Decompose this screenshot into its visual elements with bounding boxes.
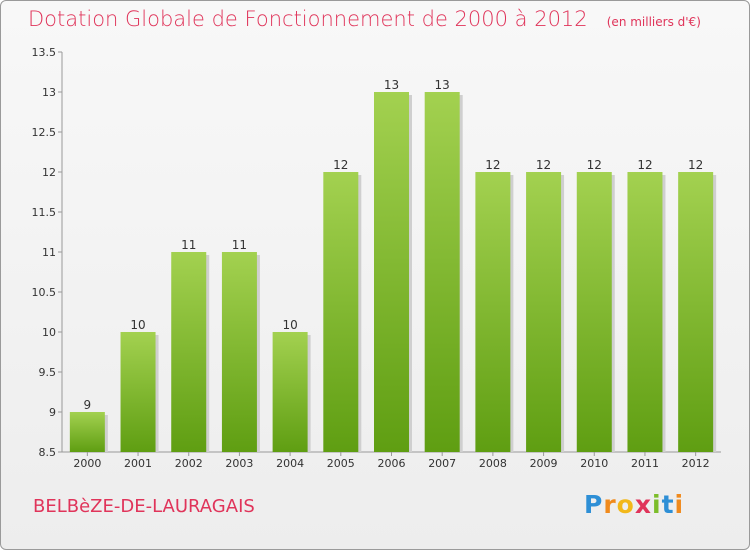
- brand-letter: P: [584, 490, 604, 519]
- data-label: 10: [130, 318, 145, 332]
- data-label: 12: [637, 158, 652, 172]
- bar: [374, 92, 409, 452]
- x-tick-label: 2011: [631, 457, 659, 470]
- chart-labels: 8.5 9 9.5 10 10.5 11 11.5 12 12.5 13 13.5 2000 9 2001…: [32, 46, 710, 470]
- brand-letter: o: [616, 490, 635, 519]
- brand-letter: t: [661, 490, 675, 519]
- data-label: 11: [181, 238, 196, 252]
- bar: [576, 172, 612, 452]
- bar: [221, 252, 257, 452]
- bar: [171, 252, 207, 452]
- x-tick-label: 2001: [124, 457, 152, 470]
- y-tick-label: 10.5: [32, 286, 57, 299]
- data-label: 11: [232, 238, 247, 252]
- chart-title: Dotation Globale de Fonctionnement de 20…: [28, 7, 701, 31]
- bar: [678, 172, 714, 452]
- bar: [526, 172, 562, 452]
- y-tick-label: 11.5: [32, 206, 57, 219]
- bar: [323, 172, 359, 452]
- chart-subtitle: (en milliers d'€): [606, 15, 701, 29]
- x-tick-label: 2000: [73, 457, 101, 470]
- bar: [424, 92, 460, 452]
- x-tick-label: 2004: [276, 457, 304, 470]
- y-tick-label: 8.5: [39, 446, 57, 459]
- data-label: 10: [282, 318, 297, 332]
- y-tick-label: 13: [42, 86, 56, 99]
- x-tick-label: 2005: [327, 457, 355, 470]
- brand-letter: i: [674, 490, 685, 519]
- data-label: 12: [536, 158, 551, 172]
- data-label: 12: [688, 158, 703, 172]
- bar: [475, 172, 511, 452]
- bar: [272, 332, 308, 452]
- x-tick-label: 2007: [428, 457, 456, 470]
- bar: [69, 412, 105, 452]
- chart-bars: [69, 92, 717, 452]
- data-label: 12: [333, 158, 348, 172]
- y-tick-label: 9: [49, 406, 56, 419]
- x-tick-label: 2003: [225, 457, 253, 470]
- data-label: 12: [587, 158, 602, 172]
- x-tick-label: 2009: [530, 457, 558, 470]
- y-tick-label: 10: [42, 326, 56, 339]
- x-tick-label: 2010: [580, 457, 608, 470]
- y-tick-label: 9.5: [39, 366, 57, 379]
- brand-letter: i: [652, 490, 662, 519]
- bar: [120, 332, 156, 452]
- data-label: 13: [384, 78, 399, 92]
- x-tick-label: 2008: [479, 457, 507, 470]
- chart-title-main: Dotation Globale de Fonctionnement de 20…: [28, 7, 588, 31]
- y-tick-label: 12: [42, 166, 56, 179]
- brand-letter: r: [603, 490, 617, 519]
- x-tick-label: 2002: [175, 457, 203, 470]
- x-tick-label: 2006: [378, 457, 406, 470]
- brand-logo: Proxiti: [584, 490, 684, 519]
- y-tick-label: 13.5: [32, 46, 57, 59]
- y-tick-label: 11: [42, 246, 56, 259]
- brand-letter: x: [634, 490, 652, 519]
- commune-name: BELBèZE-DE-LAURAGAIS: [33, 496, 255, 517]
- bar: [627, 172, 663, 452]
- y-tick-label: 12.5: [32, 126, 57, 139]
- data-label: 13: [435, 78, 450, 92]
- data-label: 12: [485, 158, 500, 172]
- x-tick-label: 2012: [682, 457, 710, 470]
- data-label: 9: [84, 398, 92, 412]
